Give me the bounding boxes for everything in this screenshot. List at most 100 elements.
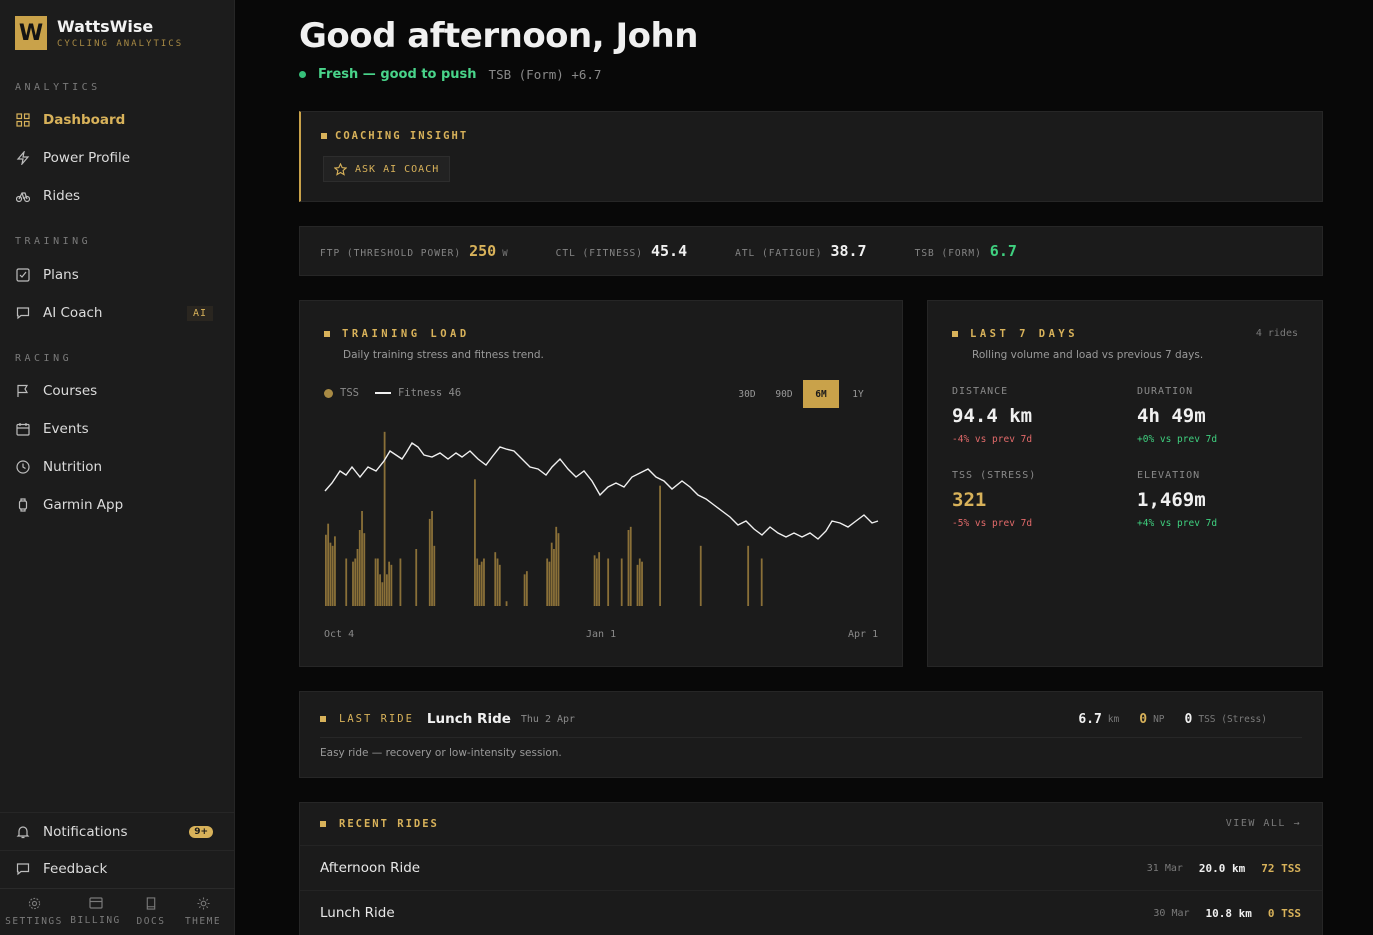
sidebar-item-power-profile[interactable]: Power Profile (0, 143, 235, 173)
tss-bar (555, 526, 558, 606)
coaching-insight-card: COACHING INSIGHT ASK AI COACH (299, 111, 1323, 202)
stat-value-elevation: 1,469m (1137, 489, 1206, 511)
brand-name: WattsWise (57, 16, 154, 36)
sidebar-item-plans[interactable]: Plans (0, 260, 235, 290)
metric-ctl: CTL (FITNESS) 45.4 (556, 242, 687, 260)
range-90d-button[interactable]: 90D (775, 388, 793, 400)
ask-ai-coach-button[interactable]: ASK AI COACH (323, 156, 451, 182)
metric-value: 250 (469, 242, 497, 260)
last-ride-header: LAST RIDE Lunch Ride Thu 2 Apr 6.7 km 0 … (320, 711, 1305, 727)
tss-bar (345, 558, 348, 606)
range-1y-button[interactable]: 1Y (852, 388, 864, 400)
last-ride-distance: 6.7 (1078, 711, 1102, 727)
settings-label: SETTINGS (5, 916, 63, 927)
sidebar-item-label: Events (43, 421, 89, 437)
stat-change-elevation: +4% vs prev 7d (1137, 518, 1218, 529)
theme-label: THEME (184, 916, 222, 927)
training-load-card: TRAINING LOAD Daily training stress and … (299, 300, 903, 667)
stat-value-duration: 4h 49m (1137, 405, 1206, 427)
sidebar-item-notifications[interactable]: Notifications 9+ (0, 817, 235, 847)
table-row[interactable]: Lunch Ride 30 Mar 10.8 km 0 TSS (300, 890, 1322, 935)
range-30d-button[interactable]: 30D (738, 388, 756, 400)
sidebar-item-courses[interactable]: Courses (0, 376, 235, 406)
sidebar-item-label: Feedback (43, 861, 108, 877)
tss-bar (629, 526, 632, 606)
tss-bar (433, 545, 436, 606)
last-ride-date: Thu 2 Apr (520, 713, 576, 725)
sidebar-item-feedback[interactable]: Feedback (0, 854, 235, 884)
tss-bar (595, 558, 598, 606)
tss-bar (431, 511, 433, 606)
tss-bar (553, 549, 555, 606)
ride-date: 30 Mar (1153, 907, 1190, 919)
card-title-text: RECENT RIDES (339, 818, 439, 830)
card-subtitle: Daily training stress and fitness trend. (343, 349, 544, 361)
range-6m-button[interactable]: 6M (803, 380, 839, 408)
sidebar-item-nutrition[interactable]: Nutrition (0, 452, 235, 482)
sidebar-item-rides[interactable]: Rides (0, 181, 235, 211)
ride-name: Afternoon Ride (320, 860, 421, 876)
sidebar-item-label: Garmin App (43, 497, 124, 513)
checklist-icon (16, 268, 30, 282)
chart-legend: TSS Fitness 46 (324, 387, 461, 399)
square-icon (320, 821, 326, 827)
brand[interactable]: W WattsWise CYCLING ANALYTICS (15, 16, 183, 50)
settings-button[interactable]: SETTINGS (0, 889, 68, 935)
tss-bar (476, 558, 479, 606)
theme-button[interactable]: THEME (179, 889, 227, 935)
card-subtitle: Rolling volume and load vs previous 7 da… (972, 349, 1204, 361)
sidebar-item-label: Nutrition (43, 459, 103, 475)
ride-distance: 10.8 km (1205, 906, 1252, 920)
sidebar-item-ai-coach[interactable]: AI Coach AI (0, 298, 235, 328)
tss-bar (699, 545, 702, 606)
tss-bar (478, 564, 481, 606)
tss-bar (496, 558, 499, 606)
sidebar-item-label: Power Profile (43, 150, 131, 166)
card-title-text: COACHING INSIGHT (335, 130, 469, 142)
table-row[interactable]: Afternoon Ride 31 Mar 20.0 km 72 TSS (300, 845, 1322, 890)
stat-label-tss: TSS (STRESS) (952, 470, 1037, 481)
tss-bar (376, 558, 379, 606)
docs-button[interactable]: DOCS (123, 889, 179, 935)
stat-label-elevation: ELEVATION (1137, 470, 1201, 481)
stat-value-distance: 94.4 km (952, 405, 1033, 427)
form-status: Fresh — good to push TSB (Form) +6.7 (299, 67, 601, 82)
last-ride-description: Easy ride — recovery or low-intensity se… (320, 747, 562, 759)
metric-label: ATL (FATIGUE) (735, 248, 823, 259)
tss-bar (374, 558, 377, 606)
tss-bar (325, 534, 327, 606)
calendar-icon (16, 422, 30, 436)
ride-tss: 72 TSS (1261, 861, 1301, 875)
ride-count: 4 rides (1255, 328, 1298, 339)
sidebar-item-events[interactable]: Events (0, 414, 235, 444)
tss-bar (415, 549, 418, 606)
training-load-chart (324, 431, 879, 606)
metric-value: 45.4 (650, 242, 688, 260)
ride-name: Lunch Ride (320, 905, 395, 921)
tss-bar (525, 571, 528, 606)
gear-icon (28, 897, 40, 910)
last-ride-distance-unit: km (1107, 713, 1120, 725)
sun-icon (196, 897, 210, 910)
tss-bar (363, 533, 366, 606)
last-ride-np-unit: NP (1153, 713, 1165, 725)
tss-bar (598, 552, 601, 606)
metric-label: TSB (FORM) (914, 248, 982, 259)
billing-button[interactable]: BILLING (68, 889, 123, 935)
card-icon (88, 897, 103, 909)
tss-bar (334, 536, 336, 606)
card-title-text: TRAINING LOAD (342, 328, 470, 340)
tss-bar (638, 558, 641, 606)
tss-bar (480, 561, 483, 606)
tss-bar (627, 530, 630, 606)
sidebar-item-label: Plans (43, 267, 79, 283)
metric-value: 38.7 (830, 242, 867, 260)
last-ride-card[interactable]: LAST RIDE Lunch Ride Thu 2 Apr 6.7 km 0 … (299, 691, 1323, 778)
status-dot (299, 71, 306, 78)
range-selector: 30D 90D 6M 1Y (728, 380, 876, 408)
sidebar-item-dashboard[interactable]: Dashboard (0, 105, 235, 135)
view-all-link[interactable]: VIEW ALL → (1225, 818, 1301, 829)
tss-bar (550, 542, 553, 606)
card-title-text: LAST RIDE (339, 713, 414, 725)
sidebar-item-garmin-app[interactable]: Garmin App (0, 490, 235, 520)
